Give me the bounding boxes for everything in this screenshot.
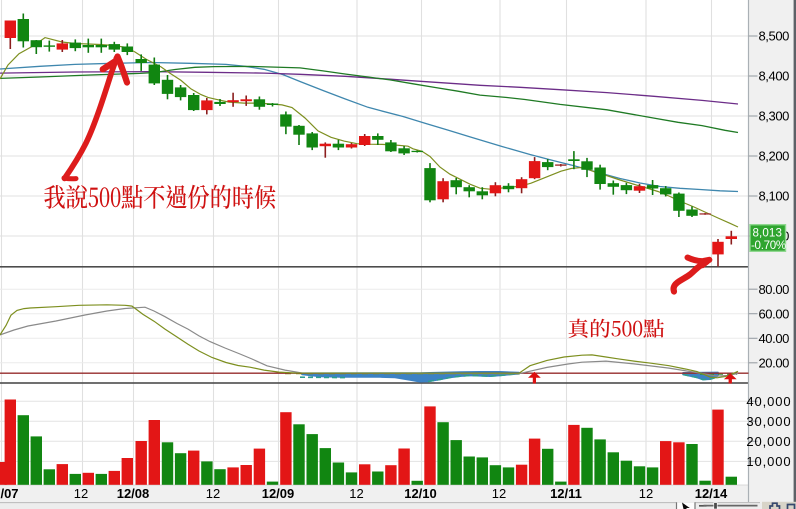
svg-text:20,000: 20,000 bbox=[746, 434, 791, 449]
svg-text:12: 12 bbox=[206, 486, 220, 501]
svg-text:40.00: 40.00 bbox=[758, 331, 789, 346]
svg-text:/07: /07 bbox=[0, 486, 18, 501]
svg-text:12/11: 12/11 bbox=[550, 486, 582, 501]
svg-text:8,300: 8,300 bbox=[758, 109, 789, 124]
svg-text:12: 12 bbox=[492, 486, 506, 501]
svg-text:8,400: 8,400 bbox=[758, 69, 789, 84]
svg-text:12: 12 bbox=[639, 486, 653, 501]
svg-text:30,000: 30,000 bbox=[746, 414, 791, 429]
svg-text:12: 12 bbox=[74, 486, 88, 501]
svg-text:60.00: 60.00 bbox=[758, 306, 789, 321]
svg-text:12: 12 bbox=[349, 486, 363, 501]
svg-text:8,100: 8,100 bbox=[758, 189, 789, 204]
svg-text:12/14: 12/14 bbox=[695, 486, 728, 501]
svg-text:12/09: 12/09 bbox=[262, 486, 295, 501]
svg-text:80.00: 80.00 bbox=[758, 282, 789, 297]
svg-text:8,200: 8,200 bbox=[758, 149, 789, 164]
svg-text:-0.70%: -0.70% bbox=[751, 239, 786, 252]
svg-text:8,500: 8,500 bbox=[758, 29, 789, 44]
svg-text:12/08: 12/08 bbox=[117, 486, 150, 501]
svg-text:10,000: 10,000 bbox=[746, 454, 791, 469]
svg-text:40,000: 40,000 bbox=[746, 394, 791, 409]
svg-text:8,013: 8,013 bbox=[753, 227, 783, 240]
svg-text:12/10: 12/10 bbox=[404, 486, 437, 501]
svg-text:20.00: 20.00 bbox=[758, 356, 789, 371]
